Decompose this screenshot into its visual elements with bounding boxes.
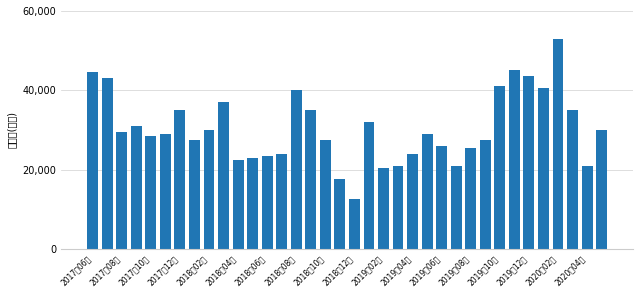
Bar (160, 134, 171, 249)
Bar (524, 76, 534, 249)
Bar (596, 130, 607, 249)
Bar (116, 132, 127, 249)
Y-axis label: 거래량(건수): 거래량(건수) (7, 111, 17, 148)
Bar (102, 78, 113, 249)
Bar (145, 136, 156, 249)
Bar (538, 88, 549, 249)
Bar (291, 90, 301, 249)
Bar (262, 156, 273, 249)
Bar (87, 72, 98, 249)
Bar (407, 154, 418, 249)
Bar (552, 39, 563, 249)
Bar (364, 122, 374, 249)
Bar (392, 166, 403, 249)
Bar (480, 140, 491, 249)
Bar (465, 148, 476, 249)
Bar (175, 110, 186, 249)
Bar (320, 140, 331, 249)
Bar (567, 110, 578, 249)
Bar (509, 70, 520, 249)
Bar (247, 158, 258, 249)
Bar (131, 126, 141, 249)
Bar (232, 160, 244, 249)
Bar (218, 102, 229, 249)
Bar (189, 140, 200, 249)
Bar (335, 179, 346, 249)
Bar (436, 146, 447, 249)
Bar (378, 168, 389, 249)
Bar (204, 130, 214, 249)
Bar (451, 166, 461, 249)
Bar (422, 134, 433, 249)
Bar (494, 86, 505, 249)
Bar (276, 154, 287, 249)
Bar (582, 166, 593, 249)
Bar (349, 199, 360, 249)
Bar (305, 110, 316, 249)
